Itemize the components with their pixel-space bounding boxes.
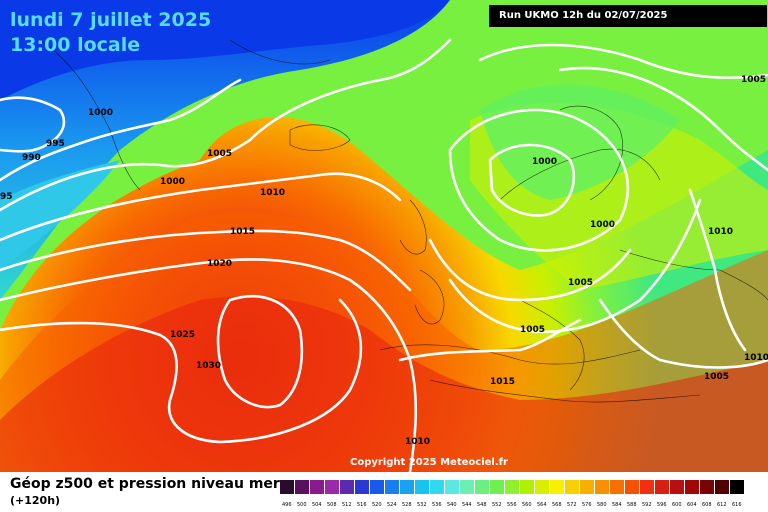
color-scale-tick: 576 [582, 502, 592, 508]
run-info: Run UKMO 12h du 02/07/2025 [489, 5, 767, 27]
color-scale-swatch [625, 480, 640, 494]
color-scale-labels: 496 500 504 508 512 516 520 524 528 532 536 540 544 5… [282, 502, 747, 508]
color-scale-swatch [595, 480, 610, 494]
isobar-label: 1010 [405, 437, 431, 447]
color-scale-tick: 612 [717, 502, 727, 508]
color-scale-swatch [580, 480, 595, 494]
color-scale-swatch [325, 480, 340, 494]
isobar-label: 995 [46, 139, 65, 149]
color-scale-tick: 608 [702, 502, 712, 508]
color-scale-tick: 556 [507, 502, 517, 508]
color-scale-swatch [565, 480, 580, 494]
color-scale-swatch [685, 480, 700, 494]
color-scale-swatch [310, 480, 325, 494]
color-scale-tick: 588 [627, 502, 637, 508]
isobar-label: 1030 [196, 361, 222, 371]
color-scale-swatch [535, 480, 550, 494]
isobar-label: 1000 [590, 220, 616, 230]
color-scale-swatch [400, 480, 415, 494]
color-scale-tick: 500 [297, 502, 307, 508]
color-scale-tick: 596 [657, 502, 667, 508]
color-scale-tick: 520 [372, 502, 382, 508]
color-scale-swatch [340, 480, 355, 494]
color-scale-tick: 560 [522, 502, 532, 508]
color-scale-tick: 592 [642, 502, 652, 508]
color-scale-tick: 572 [567, 502, 577, 508]
color-scale-tick: 508 [327, 502, 337, 508]
color-scale-tick: 564 [537, 502, 547, 508]
color-scale-tick: 544 [462, 502, 472, 508]
legend-title: Géop z500 et pression niveau mer [10, 476, 280, 492]
isobar-label: 1010 [744, 353, 768, 363]
color-scale-swatch [460, 480, 475, 494]
isobar-label: 1020 [207, 259, 233, 269]
forecast-time: 13:00 locale [10, 34, 141, 56]
color-scale-tick: 496 [282, 502, 292, 508]
isobar-label: 1005 [207, 149, 233, 159]
color-scale-swatch [730, 480, 745, 494]
weather-map: 1000 1005 1000 990 995 95 1010 1015 1020… [0, 0, 768, 472]
color-scale-tick: 604 [687, 502, 697, 508]
isobar-label: 1005 [704, 372, 730, 382]
map-fields [0, 0, 768, 472]
color-scale-tick: 568 [552, 502, 562, 508]
color-scale-tick: 536 [432, 502, 442, 508]
isobar-label: 1005 [568, 278, 594, 288]
isobar-label: 990 [22, 153, 41, 163]
color-scale-swatch [415, 480, 430, 494]
color-scale-swatch [280, 480, 295, 494]
color-scale-tick: 528 [402, 502, 412, 508]
color-scale-tick: 504 [312, 502, 322, 508]
color-scale-swatch [430, 480, 445, 494]
color-scale-swatch [520, 480, 535, 494]
color-scale-swatch [670, 480, 685, 494]
legend-subtitle: (+120h) [10, 494, 61, 507]
color-scale-swatch [655, 480, 670, 494]
forecast-date: lundi 7 juillet 2025 [10, 9, 212, 31]
color-scale-swatch [370, 480, 385, 494]
color-scale-tick: 512 [342, 502, 352, 508]
color-scale-swatch [505, 480, 520, 494]
color-scale-tick: 580 [597, 502, 607, 508]
isobar-label: 1005 [741, 75, 767, 85]
color-scale-tick: 532 [417, 502, 427, 508]
color-scale-swatch [295, 480, 310, 494]
color-scale-tick: 516 [357, 502, 367, 508]
color-scale-swatch [490, 480, 505, 494]
color-scale-swatch [385, 480, 400, 494]
isobar-label: 1025 [170, 330, 196, 340]
copyright: Copyright 2025 Meteociel.fr [350, 457, 508, 468]
isobar-label: 1000 [160, 177, 186, 187]
color-scale-swatch [355, 480, 370, 494]
color-scale-tick: 548 [477, 502, 487, 508]
color-scale-swatch [610, 480, 625, 494]
isobar-label: 1010 [708, 227, 734, 237]
isobar-label: 1010 [260, 188, 286, 198]
isobar-label: 95 [0, 192, 13, 202]
color-scale [280, 480, 745, 494]
isobar-label: 1015 [490, 377, 516, 387]
color-scale-tick: 540 [447, 502, 457, 508]
color-scale-swatch [445, 480, 460, 494]
isobar-label: 1015 [230, 227, 256, 237]
color-scale-swatch [640, 480, 655, 494]
color-scale-swatch [715, 480, 730, 494]
color-scale-tick: 616 [732, 502, 742, 508]
isobar-label: 1000 [88, 108, 114, 118]
isobar-label: 1000 [532, 157, 558, 167]
color-scale-tick: 584 [612, 502, 622, 508]
color-scale-swatch [700, 480, 715, 494]
color-scale-tick: 524 [387, 502, 397, 508]
color-scale-swatch [475, 480, 490, 494]
legend-footer: Géop z500 et pression niveau mer (+120h)… [0, 472, 768, 512]
color-scale-tick: 600 [672, 502, 682, 508]
color-scale-tick: 552 [492, 502, 502, 508]
color-scale-swatch [550, 480, 565, 494]
isobar-label: 1005 [520, 325, 546, 335]
